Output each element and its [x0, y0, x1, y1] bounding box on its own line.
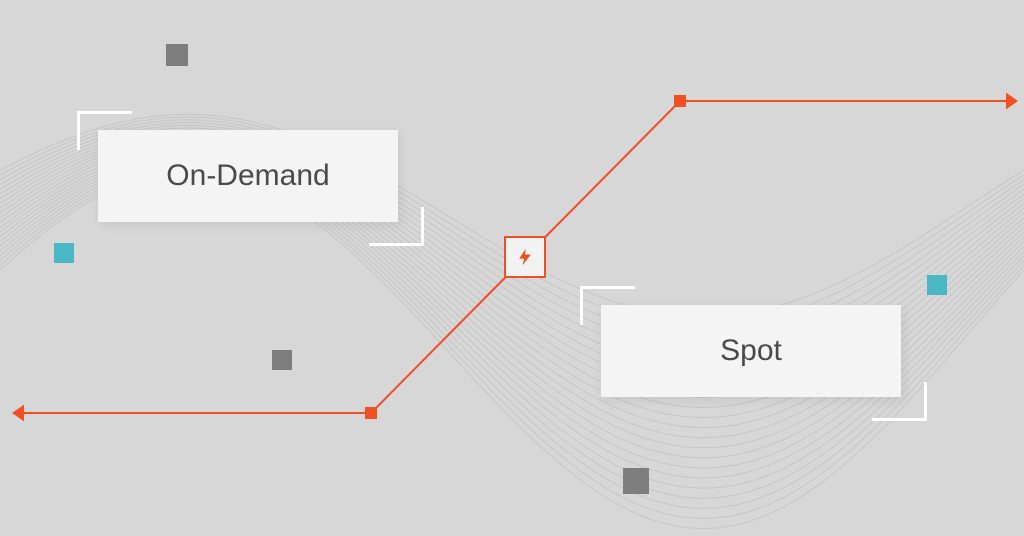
decor-square [272, 350, 292, 370]
on-demand-card: On-Demand [98, 130, 398, 222]
spot-bracket-bottom-right [872, 382, 927, 421]
decor-square [166, 44, 188, 66]
spot-label: Spot [720, 334, 782, 368]
decor-square [927, 275, 947, 295]
diagram-stage: On-Demand Spot [0, 0, 1024, 536]
center-lightning-node [505, 237, 545, 277]
on-demand-bracket-bottom-right [369, 207, 424, 246]
decor-square [54, 243, 74, 263]
on-demand-label: On-Demand [166, 159, 329, 193]
spot-card: Spot [601, 305, 901, 397]
decor-square [623, 468, 649, 494]
lightning-icon [515, 247, 535, 267]
